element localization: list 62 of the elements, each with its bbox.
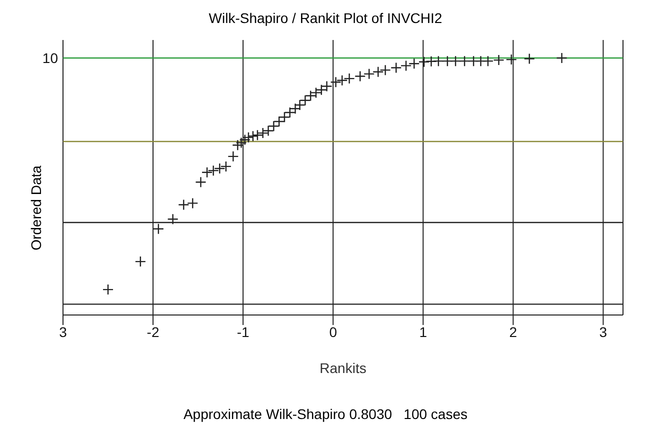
point [310, 87, 322, 98]
point [426, 56, 437, 67]
point [195, 176, 206, 188]
point [330, 76, 342, 88]
y-axis-title: Ordered Data [28, 166, 44, 250]
point [284, 106, 296, 118]
point [134, 256, 146, 268]
point [220, 160, 232, 172]
text: 10 [42, 50, 58, 66]
point [390, 62, 402, 74]
point [228, 150, 239, 162]
point [354, 70, 366, 82]
point [268, 120, 280, 132]
point [300, 94, 311, 106]
point [524, 53, 535, 64]
point [262, 125, 274, 136]
point [400, 60, 412, 72]
point [239, 134, 250, 146]
x-axis-title: Rankits [320, 360, 366, 376]
point [418, 56, 430, 68]
point [102, 284, 114, 296]
point [232, 140, 244, 151]
point [236, 137, 247, 148]
point [321, 80, 332, 92]
point [201, 166, 213, 178]
point [493, 54, 504, 66]
chart-title: Wilk-Shapiro / Rankit Plot of INVCHI2 [208, 10, 444, 26]
x-tick-label: 1 [419, 324, 428, 340]
point [432, 55, 444, 67]
x-tick-label: 3 [599, 324, 608, 340]
point [450, 55, 462, 67]
point [364, 68, 375, 80]
text: Approximate Wilk-Shapiro 0.8030 100 cases [182, 406, 469, 422]
point [252, 130, 264, 141]
x-tick-label: -2 [146, 324, 160, 340]
point [458, 55, 470, 67]
point [152, 223, 164, 235]
point [290, 103, 301, 114]
point [294, 99, 306, 111]
x-tick-label: -1 [236, 324, 250, 340]
point [372, 66, 384, 78]
point [380, 64, 391, 76]
point [442, 55, 454, 67]
point [214, 162, 226, 174]
x-tick-label: 2 [509, 324, 518, 340]
point [278, 112, 290, 123]
point [506, 54, 517, 66]
x-tick-label: 0 [329, 324, 338, 340]
point [178, 199, 190, 210]
point [304, 90, 316, 102]
x-tick-label: 3 [59, 324, 68, 340]
point [408, 58, 420, 70]
point [187, 198, 198, 209]
point [336, 74, 348, 86]
point [273, 116, 285, 128]
point [482, 55, 494, 67]
point [208, 164, 219, 176]
point [316, 84, 327, 96]
point [344, 72, 355, 84]
point [556, 52, 568, 64]
point [167, 214, 178, 225]
point [257, 127, 268, 139]
